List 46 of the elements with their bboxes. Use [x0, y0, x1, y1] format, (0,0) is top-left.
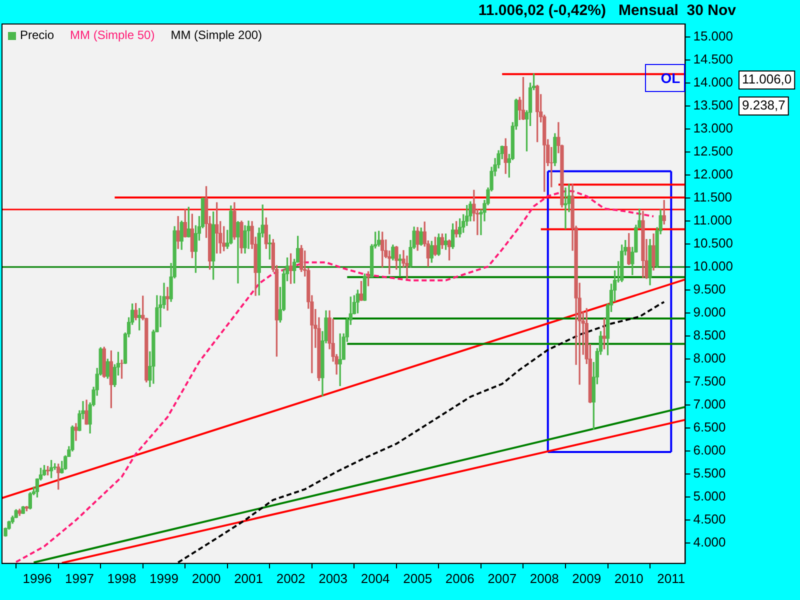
text: 9.238,7: [742, 98, 786, 113]
y-tick-label: 13.500: [693, 98, 734, 112]
x-tick-label: 2010: [614, 570, 644, 586]
y-tick-label: 5.000: [693, 488, 726, 504]
y-tick-label: 7.000: [693, 396, 726, 412]
y-tick-label: 12.000: [693, 166, 734, 182]
y-tick-label: 6.000: [693, 442, 726, 458]
text: MM (Simple 200): [170, 28, 262, 42]
y-tick-label: 4.500: [693, 512, 726, 527]
x-tick-label: 2003: [318, 570, 348, 586]
x-tick-label: 1999: [150, 570, 178, 586]
y-tick-label: 8.000: [693, 350, 726, 366]
chart-title: 11.006,02 (-0,42%) Mensual 30 Nov: [478, 2, 737, 20]
y-tick-label: 14.000: [693, 74, 734, 90]
y-tick-label: 14.500: [693, 51, 734, 66]
x-tick-label: 1997: [65, 570, 94, 586]
y-tick-label: 11.500: [693, 190, 732, 205]
y-tick-label: 6.500: [693, 420, 726, 435]
text: MM (Simple 50): [70, 28, 155, 42]
x-tick-label: 2004: [360, 570, 390, 586]
x-tick-label: 2011: [657, 570, 686, 586]
y-tick-label: 13.000: [693, 120, 734, 136]
x-tick-label: 1996: [22, 570, 52, 586]
legend-label: Precio: [19, 28, 54, 42]
x-tick-label: 1998: [107, 570, 136, 586]
x-tick-label: 2009: [572, 570, 602, 586]
x-tick-label: 2008: [530, 570, 559, 586]
label-box: OL: [645, 64, 686, 92]
x-tick-label: 2001: [234, 570, 263, 586]
y-tick-label: 11.000: [693, 212, 732, 228]
y-tick-label: 4.000: [693, 534, 726, 550]
y-tick-label: 10.000: [693, 258, 734, 274]
y-tick-label: 9.500: [693, 282, 726, 297]
y-tick-label: 8.500: [693, 328, 726, 343]
x-tick-label: 2000: [192, 570, 221, 586]
x-tick-label: 2006: [445, 570, 474, 586]
y-tick-label: 12.500: [693, 144, 734, 159]
text: 11.006,0: [742, 72, 792, 87]
y-tick-label: 15.000: [693, 28, 734, 44]
x-tick-label: 2007: [488, 570, 517, 586]
y-tick-label: 10.500: [693, 236, 734, 251]
x-tick-label: 2005: [403, 570, 432, 586]
x-tick-label: 2002: [276, 570, 306, 586]
y-tick-label: 7.500: [693, 374, 726, 389]
y-tick-label: 5.500: [693, 466, 726, 481]
y-tick-label: 9.000: [693, 304, 726, 320]
